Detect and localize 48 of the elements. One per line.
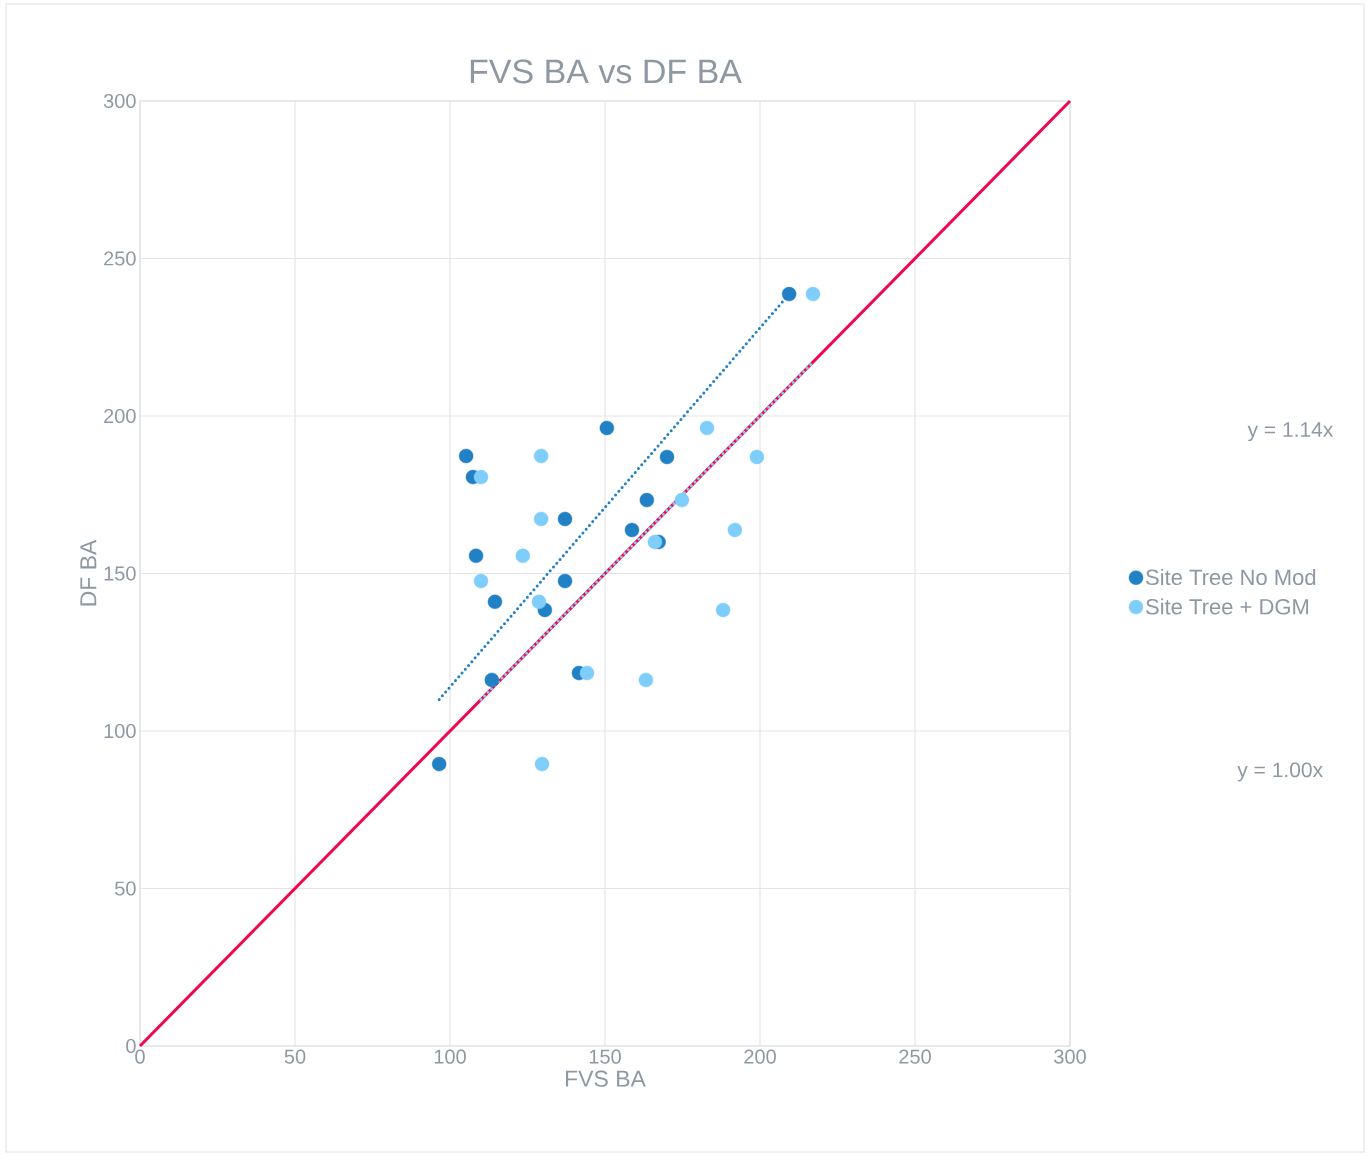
point — [749, 449, 765, 465]
legend-label: Site Tree + DGM — [1146, 598, 1309, 615]
x-tick-label: 200 — [744, 1049, 776, 1064]
y-tick-label: 100 — [104, 723, 136, 739]
point — [674, 492, 690, 508]
point — [639, 492, 655, 508]
point — [715, 602, 731, 618]
point — [557, 573, 573, 589]
x-axis-title: FVS BA — [565, 1070, 646, 1087]
text: y = 1.00x — [1237, 762, 1323, 782]
point — [533, 448, 549, 464]
text: y = 1.14x — [1247, 422, 1334, 442]
point — [624, 522, 640, 538]
y-tick-label: 50 — [115, 881, 136, 896]
point — [534, 756, 550, 772]
point — [473, 469, 489, 485]
point — [599, 420, 615, 436]
point — [533, 511, 549, 527]
point — [699, 420, 715, 436]
point — [647, 534, 663, 550]
x-tick-label: 50 — [284, 1049, 306, 1064]
point — [638, 672, 654, 688]
point — [473, 573, 489, 589]
point — [781, 286, 797, 302]
y-tick-label: 0 — [126, 1038, 136, 1054]
point — [484, 672, 500, 688]
legend-label: Site Tree No Mod — [1146, 568, 1316, 586]
y-tick-label: 250 — [104, 251, 136, 266]
point — [727, 522, 743, 538]
y-tick-label: 150 — [104, 566, 136, 581]
point — [458, 448, 474, 464]
x-tick-label: 300 — [1054, 1049, 1086, 1064]
x-tick-label: 100 — [434, 1049, 466, 1064]
point — [468, 548, 484, 564]
point — [805, 286, 821, 302]
x-tick-label: 250 — [899, 1049, 931, 1064]
point — [659, 449, 675, 465]
x-tick-label: 150 — [589, 1049, 621, 1064]
point — [515, 548, 531, 564]
y-axis-title: DF BA — [80, 539, 97, 606]
point — [557, 511, 573, 527]
y-tick-label: 300 — [103, 93, 136, 109]
chart-title: FVS BA vs DF BA — [470, 59, 742, 84]
point — [531, 594, 547, 610]
point — [579, 665, 595, 681]
y-tick-label: 200 — [104, 408, 136, 424]
point — [431, 756, 447, 772]
point — [487, 594, 503, 610]
